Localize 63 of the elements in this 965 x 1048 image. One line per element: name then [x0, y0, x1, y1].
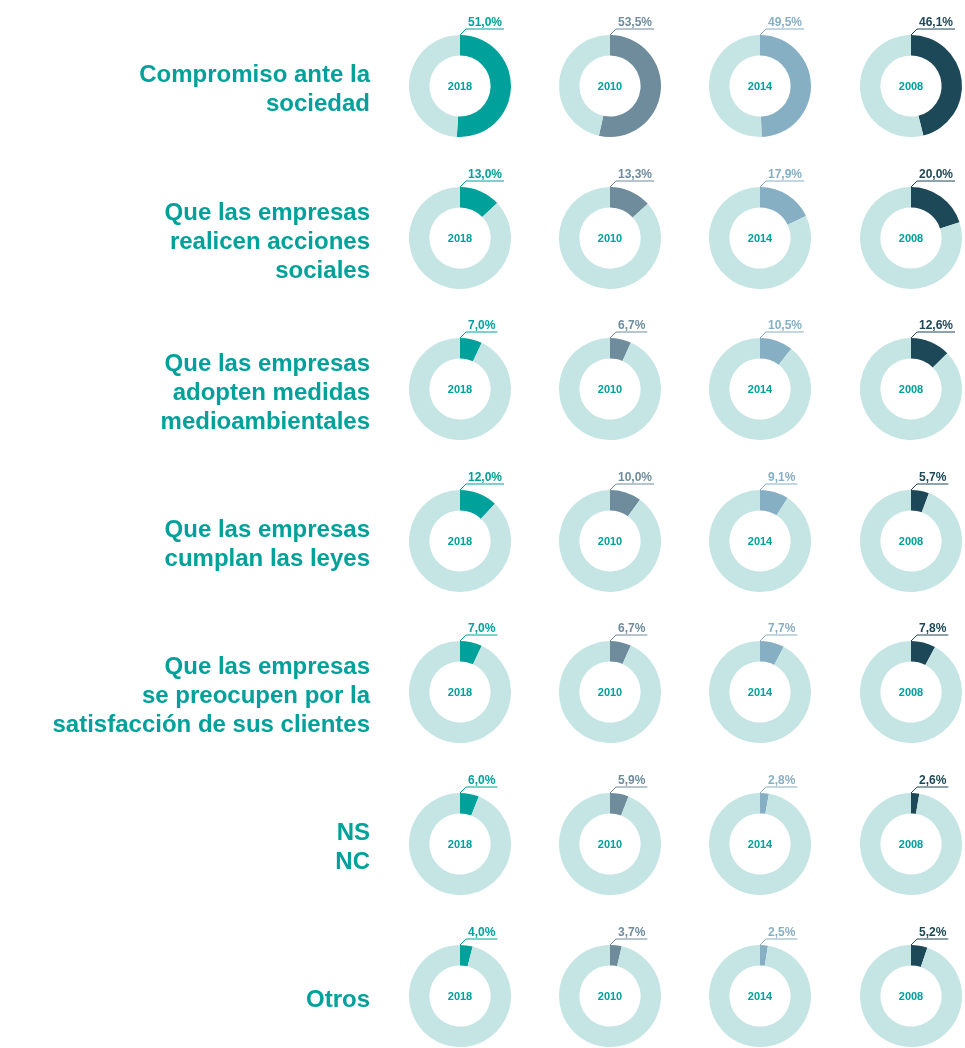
text: Que las empresas realicen acciones sociales	[163, 196, 370, 284]
data-label: 5,7%	[919, 470, 947, 484]
text: Compromiso ante la sociedad	[138, 59, 370, 117]
text: 2010	[597, 990, 623, 1003]
text: 2014	[747, 80, 774, 93]
data-label: 12,6%	[919, 318, 954, 332]
text: 2010	[597, 838, 623, 851]
data-label: 49,5%	[768, 15, 803, 29]
data-label: 5,2%	[919, 925, 947, 939]
text: 2010	[597, 535, 623, 548]
data-label: 46,1%	[919, 15, 954, 29]
data-label: 53,5%	[618, 15, 653, 29]
text: 2008	[898, 686, 924, 699]
data-label: 2,8%	[768, 773, 796, 787]
data-label: 10,5%	[768, 318, 803, 332]
text: 2008	[898, 80, 924, 93]
text: 2008	[898, 232, 924, 245]
data-label: 5,9%	[618, 773, 646, 787]
text: 2018	[447, 990, 473, 1003]
text: Que las empresas adopten medidas medioambientales	[159, 347, 370, 435]
text: NS NC	[334, 817, 370, 875]
text: 2010	[597, 80, 623, 93]
text: 2010	[597, 686, 623, 699]
data-label: 17,9%	[768, 167, 803, 181]
text: 2018	[447, 232, 473, 245]
text: 2010	[597, 232, 623, 245]
data-label: 13,3%	[618, 167, 653, 181]
text: 2008	[898, 383, 924, 396]
data-label: 10,0%	[618, 470, 653, 484]
data-label: 6,0%	[468, 773, 496, 787]
text: Que las empresas cumplan las leyes	[163, 514, 370, 572]
text: 2014	[747, 383, 774, 396]
data-label: 51,0%	[468, 15, 503, 29]
data-label: 12,0%	[468, 470, 503, 484]
text: 2018	[447, 535, 473, 548]
data-label: 6,7%	[618, 621, 646, 635]
text: 2010	[597, 383, 623, 396]
text: Otros	[305, 983, 370, 1013]
data-label: 6,7%	[618, 318, 646, 332]
text: 2018	[447, 80, 473, 93]
data-label: 2,5%	[768, 925, 796, 939]
text: 2018	[447, 686, 473, 699]
text: 2014	[747, 838, 774, 851]
text: Que las empresas se preocupen por la satisfacción de sus clientes	[51, 650, 370, 738]
text: 2008	[898, 535, 924, 548]
data-label: 7,8%	[919, 621, 947, 635]
text: 2014	[747, 535, 774, 548]
text: 2018	[447, 383, 473, 396]
text: 2014	[747, 686, 774, 699]
text: 2008	[898, 990, 924, 1003]
data-label: 7,0%	[468, 318, 496, 332]
data-label: 2,6%	[919, 773, 947, 787]
text: 2014	[747, 232, 774, 245]
data-label: 7,7%	[768, 621, 796, 635]
text: 2018	[447, 838, 473, 851]
data-label: 20,0%	[919, 167, 954, 181]
text: 2014	[747, 990, 774, 1003]
data-label: 3,7%	[618, 925, 646, 939]
data-label: 7,0%	[468, 621, 496, 635]
text: 2008	[898, 838, 924, 851]
data-label: 9,1%	[768, 470, 796, 484]
data-label: 13,0%	[468, 167, 503, 181]
data-label: 4,0%	[468, 925, 496, 939]
